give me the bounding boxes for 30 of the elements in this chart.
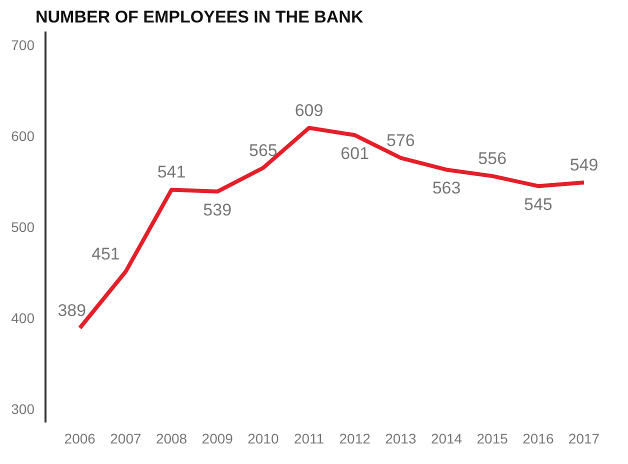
- data-label: 549: [570, 155, 598, 174]
- data-label: 389: [58, 300, 86, 320]
- x-tick-label: 2006: [64, 430, 96, 446]
- x-tick-label: 2016: [522, 430, 554, 446]
- data-label: 576: [386, 130, 415, 150]
- x-tick-label: 2007: [110, 430, 142, 446]
- data-label: 545: [524, 195, 552, 214]
- data-label: 563: [432, 178, 461, 198]
- y-tick-label: 700: [11, 37, 35, 54]
- x-tick-label: 2008: [156, 430, 188, 446]
- data-label: 609: [294, 100, 324, 120]
- x-tick-label: 2015: [476, 430, 508, 446]
- data-label: 541: [157, 162, 186, 182]
- data-label: 451: [92, 244, 120, 264]
- y-tick-label: 500: [11, 219, 35, 235]
- x-tick-label: 2014: [430, 430, 462, 446]
- x-tick-label: 2013: [385, 430, 416, 446]
- x-tick-label: 2009: [202, 430, 234, 446]
- x-tick-label: 2011: [294, 430, 324, 446]
- data-label: 565: [249, 140, 278, 160]
- x-tick-label: 2010: [248, 430, 279, 446]
- data-label: 556: [478, 149, 507, 168]
- data-label: 539: [203, 200, 232, 220]
- chart-title: NUMBER OF EMPLOYEES IN THE BANK: [36, 8, 364, 26]
- y-tick-label: 600: [11, 128, 35, 144]
- x-tick-label: 2017: [568, 430, 600, 446]
- x-tick-label: 2012: [339, 430, 371, 446]
- y-tick-label: 300: [11, 400, 35, 417]
- data-label: 601: [340, 144, 370, 164]
- y-tick-label: 400: [11, 310, 35, 326]
